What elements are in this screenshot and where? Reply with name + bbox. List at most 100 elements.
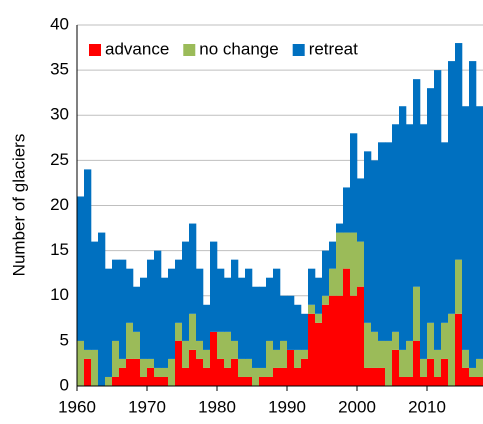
bar-segment — [448, 313, 456, 386]
bar-segment — [413, 79, 421, 287]
bar-segment — [336, 223, 344, 233]
bar-segment — [140, 358, 148, 377]
bar-segment — [210, 331, 218, 386]
bar-segment — [266, 340, 274, 377]
bar-segment — [420, 358, 428, 377]
y-tick-label: 15 — [50, 240, 69, 259]
bar-segment — [112, 259, 120, 341]
bar-segment — [161, 376, 169, 386]
bar-segment — [112, 376, 120, 386]
bar-segment — [126, 322, 134, 359]
bar-segment — [455, 43, 463, 260]
bar-segment — [189, 313, 197, 350]
bar-segment — [77, 340, 85, 386]
bar-segment — [119, 358, 127, 368]
bar-segment — [441, 322, 449, 359]
bar-segment — [140, 277, 148, 359]
legend-label: no change — [199, 39, 278, 58]
bar-segment — [294, 349, 302, 368]
bar-segment — [259, 286, 267, 368]
bar-segment — [469, 61, 477, 368]
bar-segment — [420, 124, 428, 359]
bar-segment — [441, 358, 449, 386]
x-tick-label: 1990 — [268, 397, 306, 416]
bar-segment — [315, 313, 323, 323]
bar-segment — [126, 268, 134, 323]
bar-segment — [378, 340, 386, 368]
bar-segment — [301, 313, 309, 350]
bar-segment — [406, 340, 414, 377]
bar-segment — [119, 367, 127, 386]
bar-segment — [476, 376, 483, 386]
bar-segment — [322, 295, 330, 305]
y-tick-label: 0 — [60, 375, 69, 394]
bar-segment — [280, 367, 288, 386]
bar-segment — [224, 277, 232, 332]
bar-segment — [280, 295, 288, 341]
bar-segment — [280, 340, 288, 368]
bar-segment — [371, 160, 379, 332]
bar-segment — [336, 232, 344, 296]
bar-segment — [455, 313, 463, 386]
bar-segment — [385, 142, 393, 341]
bar-segment — [364, 322, 372, 368]
bar-segment — [84, 358, 92, 386]
bar-segment — [231, 358, 239, 386]
bar-segment — [427, 88, 435, 323]
bar-segment — [266, 277, 274, 341]
bar-segment — [462, 367, 470, 386]
bar-segment — [175, 322, 183, 341]
bar-segment — [98, 232, 106, 386]
bar-segment — [84, 169, 92, 350]
bar-segment — [217, 331, 225, 359]
bar-segment — [252, 286, 260, 368]
bar-segment — [175, 259, 183, 323]
bar-segment — [182, 241, 190, 341]
bar-segment — [301, 349, 309, 359]
bar-segment — [399, 376, 407, 386]
bar-segment — [168, 358, 176, 386]
bar-segment — [413, 340, 421, 386]
bar-segment — [273, 349, 281, 368]
bar-segment — [315, 322, 323, 386]
bar-segment — [238, 358, 246, 377]
bar-segment — [147, 358, 155, 368]
legend-swatch — [89, 44, 101, 56]
bar-segment — [154, 376, 162, 386]
bar-segment — [133, 286, 141, 332]
bar-segment — [252, 367, 260, 386]
bar-segment — [161, 277, 169, 368]
bar-segment — [196, 340, 204, 359]
bar-segment — [105, 268, 113, 377]
bar-segment — [203, 349, 211, 368]
bar-segment — [203, 367, 211, 386]
bar-segment — [476, 106, 483, 359]
bar-segment — [224, 331, 232, 368]
bar-segment — [77, 196, 85, 341]
y-tick-label: 30 — [50, 105, 69, 124]
bar-segment — [378, 367, 386, 386]
bar-segment — [357, 178, 365, 242]
bar-segment — [441, 142, 449, 323]
bar-segment — [378, 142, 386, 341]
bar-segment — [91, 349, 99, 386]
bar-segment — [392, 331, 400, 350]
bar-segment — [350, 232, 358, 296]
bar-segment — [329, 268, 337, 296]
bar-segment — [231, 340, 239, 359]
legend-swatch — [292, 44, 305, 56]
bar-segment — [343, 187, 351, 233]
bar-segment — [455, 259, 463, 314]
bar-segment — [154, 367, 162, 377]
bar-segment — [196, 268, 204, 341]
bar-segment — [434, 376, 442, 386]
bar-segment — [210, 241, 218, 332]
bar-segment — [126, 358, 134, 386]
bar-segment — [161, 367, 169, 377]
bar-segment — [259, 376, 267, 386]
bar-segment — [371, 331, 379, 368]
bar-segment — [350, 133, 358, 233]
bar-segment — [182, 340, 190, 368]
bar-segment — [175, 340, 183, 386]
bar-segment — [224, 367, 232, 386]
